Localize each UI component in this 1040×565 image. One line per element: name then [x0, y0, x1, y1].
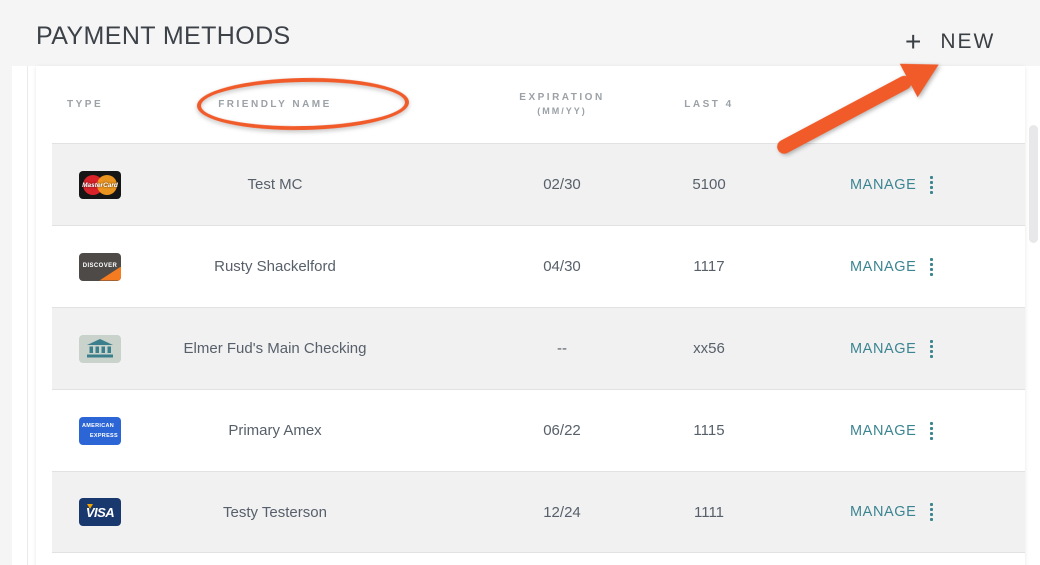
card-type-cell — [52, 308, 148, 389]
page-top-band — [0, 0, 1040, 66]
discover-card-icon: DISCOVER — [79, 252, 121, 281]
card-type-cell: VISA — [52, 472, 148, 552]
visa-card-icon: VISA — [79, 498, 121, 526]
kebab-menu-icon[interactable] — [928, 174, 935, 196]
actions-cell: MANAGE — [850, 390, 1010, 471]
payment-method-row: DISCOVER Rusty Shackelford 04/30 1117 MA… — [52, 225, 1025, 307]
last4-cell: 5100 — [692, 176, 726, 193]
kebab-menu-icon[interactable] — [928, 256, 935, 278]
actions-cell: MANAGE — [850, 308, 1010, 389]
bank-building-glyph — [87, 339, 113, 358]
manage-link[interactable]: MANAGE — [850, 176, 917, 193]
last4-cell: 1117 — [693, 258, 725, 275]
kebab-menu-icon[interactable] — [928, 420, 935, 442]
payment-method-row: VISA Testy Testerson 12/24 1111 MANAGE — [52, 471, 1025, 553]
friendly-name-cell: Test MC — [247, 176, 303, 193]
page-title: PAYMENT METHODS — [36, 22, 291, 50]
visa-gold-flag — [87, 504, 93, 509]
expiration-cell: 06/22 — [543, 422, 581, 439]
last4-cell: xx56 — [693, 340, 725, 357]
column-header-expiration-label: EXPIRATION — [519, 92, 605, 104]
last4-cell: 1115 — [693, 422, 725, 439]
column-header-last4: LAST 4 — [684, 99, 734, 110]
payment-methods-table: TYPE FRIENDLY NAME EXPIRATION (MM/YY) LA… — [52, 66, 1025, 553]
card-type-cell: MasterCard — [52, 144, 148, 225]
payment-method-row: Elmer Fud's Main Checking -- xx56 MANAGE — [52, 307, 1025, 389]
card-type-cell: AMERICAN EXPRESS — [52, 390, 148, 471]
manage-link[interactable]: MANAGE — [850, 258, 917, 275]
expiration-cell: 12/24 — [543, 503, 581, 521]
friendly-name-cell: Elmer Fud's Main Checking — [183, 340, 367, 357]
actions-cell: MANAGE — [850, 144, 1010, 225]
friendly-name-cell: Primary Amex — [228, 422, 322, 439]
expiration-cell: -- — [557, 340, 567, 357]
friendly-name-cell: Testy Testerson — [223, 503, 327, 521]
manage-link[interactable]: MANAGE — [850, 422, 917, 439]
column-header-expiration: EXPIRATION (MM/YY) — [462, 66, 662, 143]
payment-methods-card: TYPE FRIENDLY NAME EXPIRATION (MM/YY) LA… — [36, 66, 1025, 565]
plus-icon: + — [905, 26, 922, 57]
kebab-menu-icon[interactable] — [928, 338, 935, 360]
new-payment-method-button[interactable]: + NEW — [905, 28, 995, 56]
page-left-gutter — [0, 0, 12, 565]
column-header-expiration-format: (MM/YY) — [537, 106, 587, 117]
payment-methods-rows: MasterCard Test MC 02/30 5100 MANAGE DIS… — [52, 143, 1025, 553]
visa-label: VISA — [85, 505, 115, 520]
column-header-type: TYPE — [67, 99, 104, 110]
amex-label-line2: EXPRESS — [89, 432, 118, 439]
mastercard-card-icon: MasterCard — [79, 170, 121, 199]
kebab-menu-icon[interactable] — [928, 501, 935, 523]
column-header-friendly-name: FRIENDLY NAME — [218, 99, 332, 110]
bank-account-icon — [79, 334, 121, 363]
friendly-name-cell: Rusty Shackelford — [214, 258, 336, 275]
actions-cell: MANAGE — [850, 226, 1010, 307]
expiration-cell: 02/30 — [543, 176, 581, 193]
table-header-row: TYPE FRIENDLY NAME EXPIRATION (MM/YY) LA… — [52, 66, 1025, 143]
last4-cell: 1111 — [693, 503, 725, 521]
amex-card-icon: AMERICAN EXPRESS — [79, 416, 121, 445]
discover-label: DISCOVER — [82, 262, 118, 269]
manage-link[interactable]: MANAGE — [850, 504, 917, 520]
new-button-label: NEW — [940, 30, 996, 53]
payment-method-row: AMERICAN EXPRESS Primary Amex 06/22 1115… — [52, 389, 1025, 471]
mastercard-label: MasterCard — [82, 181, 118, 189]
expiration-cell: 04/30 — [543, 258, 581, 275]
card-type-cell: DISCOVER — [52, 226, 148, 307]
amex-label-line1: AMERICAN — [82, 422, 115, 429]
manage-link[interactable]: MANAGE — [850, 340, 917, 357]
vertical-scrollbar-thumb[interactable] — [1029, 125, 1038, 243]
content-edge-divider — [27, 66, 28, 565]
payment-method-row: MasterCard Test MC 02/30 5100 MANAGE — [52, 143, 1025, 225]
actions-cell: MANAGE — [850, 472, 1010, 552]
